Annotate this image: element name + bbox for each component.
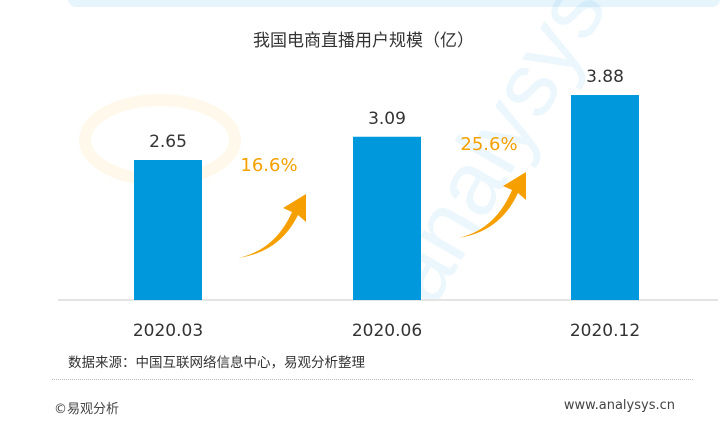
x-tick-label: 2020.03 [133, 321, 203, 341]
bar [571, 95, 639, 301]
chart-title: 我国电商直播用户规模（亿） [253, 31, 474, 51]
growth-arrow [238, 194, 306, 258]
x-tick-label: 2020.06 [352, 321, 422, 341]
data-label: 3.09 [368, 109, 406, 129]
growth-label: 25.6% [460, 134, 517, 155]
divider [52, 379, 693, 380]
bar [353, 136, 421, 300]
data-label: 2.65 [149, 132, 187, 152]
top-banner [68, 0, 720, 7]
growth-arrow [458, 172, 526, 238]
growth-label: 16.6% [240, 155, 297, 176]
data-label: 3.88 [586, 67, 624, 87]
x-tick-label: 2020.12 [570, 321, 640, 341]
website-link[interactable]: www.analysys.cn [563, 398, 675, 413]
copyright: ©易观分析 [54, 402, 120, 417]
data-source: 数据来源：中国互联网络信息中心，易观分析整理 [68, 355, 365, 371]
bar [134, 160, 202, 300]
